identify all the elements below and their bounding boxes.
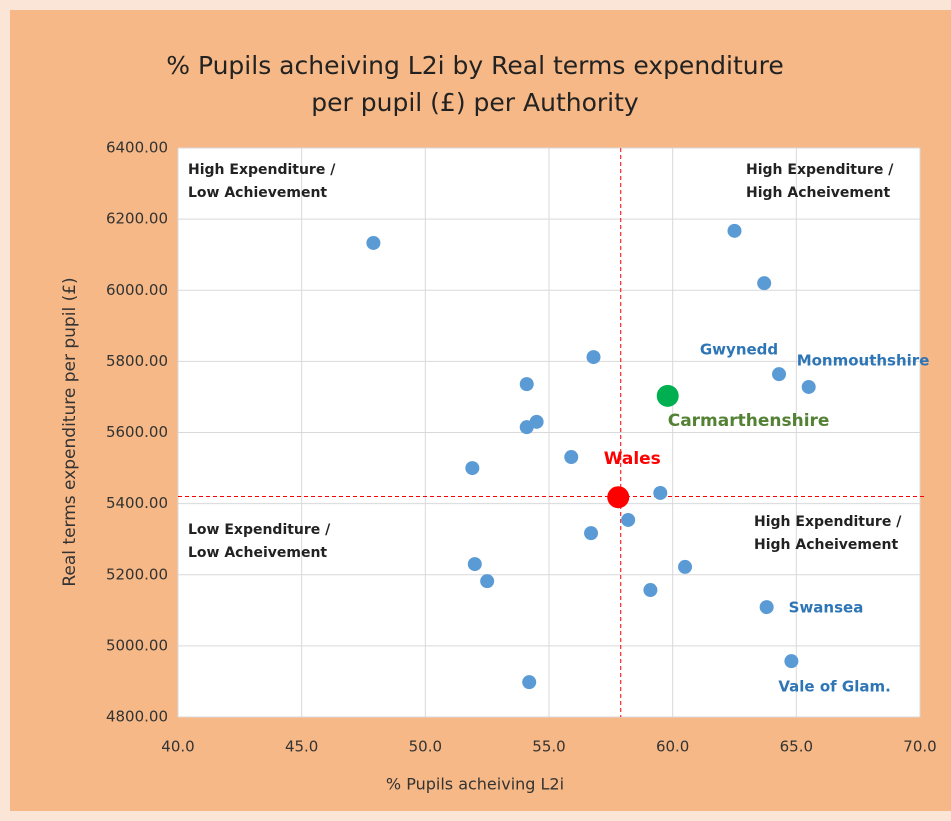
quadrant-annotation: High Expenditure / [188,162,336,178]
y-tick-label: 6000.00 [106,281,168,299]
x-tick-label: 60.0 [656,738,689,756]
data-point [584,526,599,541]
chart-title: per pupil (£) per Authority [311,88,639,117]
x-tick-label: 45.0 [285,738,318,756]
point-label: Vale of Glam. [778,678,890,696]
data-point [522,675,537,690]
quadrant-annotation: High Expenditure / [746,162,894,178]
data-point [564,450,579,465]
data-point [519,420,534,435]
x-tick-label: 65.0 [780,738,813,756]
y-tick-label: 4800.00 [106,708,168,726]
data-point [519,377,534,392]
data-point [607,486,630,509]
data-point [643,583,658,598]
quadrant-annotation: Low Achievement [188,185,327,201]
x-tick-label: 55.0 [532,738,565,756]
y-tick-label: 6200.00 [106,210,168,228]
data-point [784,654,799,669]
data-point [586,350,601,365]
quadrant-annotation: High Acheivement [746,185,890,201]
data-point [772,367,787,382]
data-point [801,379,816,394]
point-label: Wales [604,449,661,469]
x-tick-label: 50.0 [409,738,442,756]
data-point [757,276,772,291]
y-tick-label: 5200.00 [106,565,168,583]
y-tick-label: 5400.00 [106,494,168,512]
data-point [759,600,774,615]
data-point [366,235,381,250]
data-point [678,559,693,574]
data-point [621,512,636,527]
point-label: Carmarthenshire [668,411,830,431]
point-label: Gwynedd [700,341,778,359]
y-tick-label: 5000.00 [106,636,168,654]
data-point [465,461,480,476]
y-tick-label: 6400.00 [106,139,168,157]
point-label: Monmouthshire [797,351,930,369]
x-tick-label: 40.0 [161,738,194,756]
quadrant-annotation: High Acheivement [754,537,898,553]
quadrant-annotation: Low Acheivement [188,545,327,561]
quadrant-annotation: Low Expenditure / [188,522,331,538]
y-axis-label: Real terms expenditure per pupil (£) [60,277,80,586]
data-point [653,485,668,500]
quadrant-annotation: High Expenditure / [754,514,902,530]
data-point [656,384,679,407]
data-point [480,574,495,589]
x-axis-label: % Pupils acheiving L2i [386,775,564,794]
y-tick-label: 5800.00 [106,352,168,370]
x-tick-label: 70.0 [903,738,936,756]
point-label: Swansea [789,599,864,617]
data-point [727,223,742,238]
chart-title: % Pupils acheiving L2i by Real terms exp… [166,51,783,80]
y-tick-label: 5600.00 [106,423,168,441]
data-point [467,557,482,572]
